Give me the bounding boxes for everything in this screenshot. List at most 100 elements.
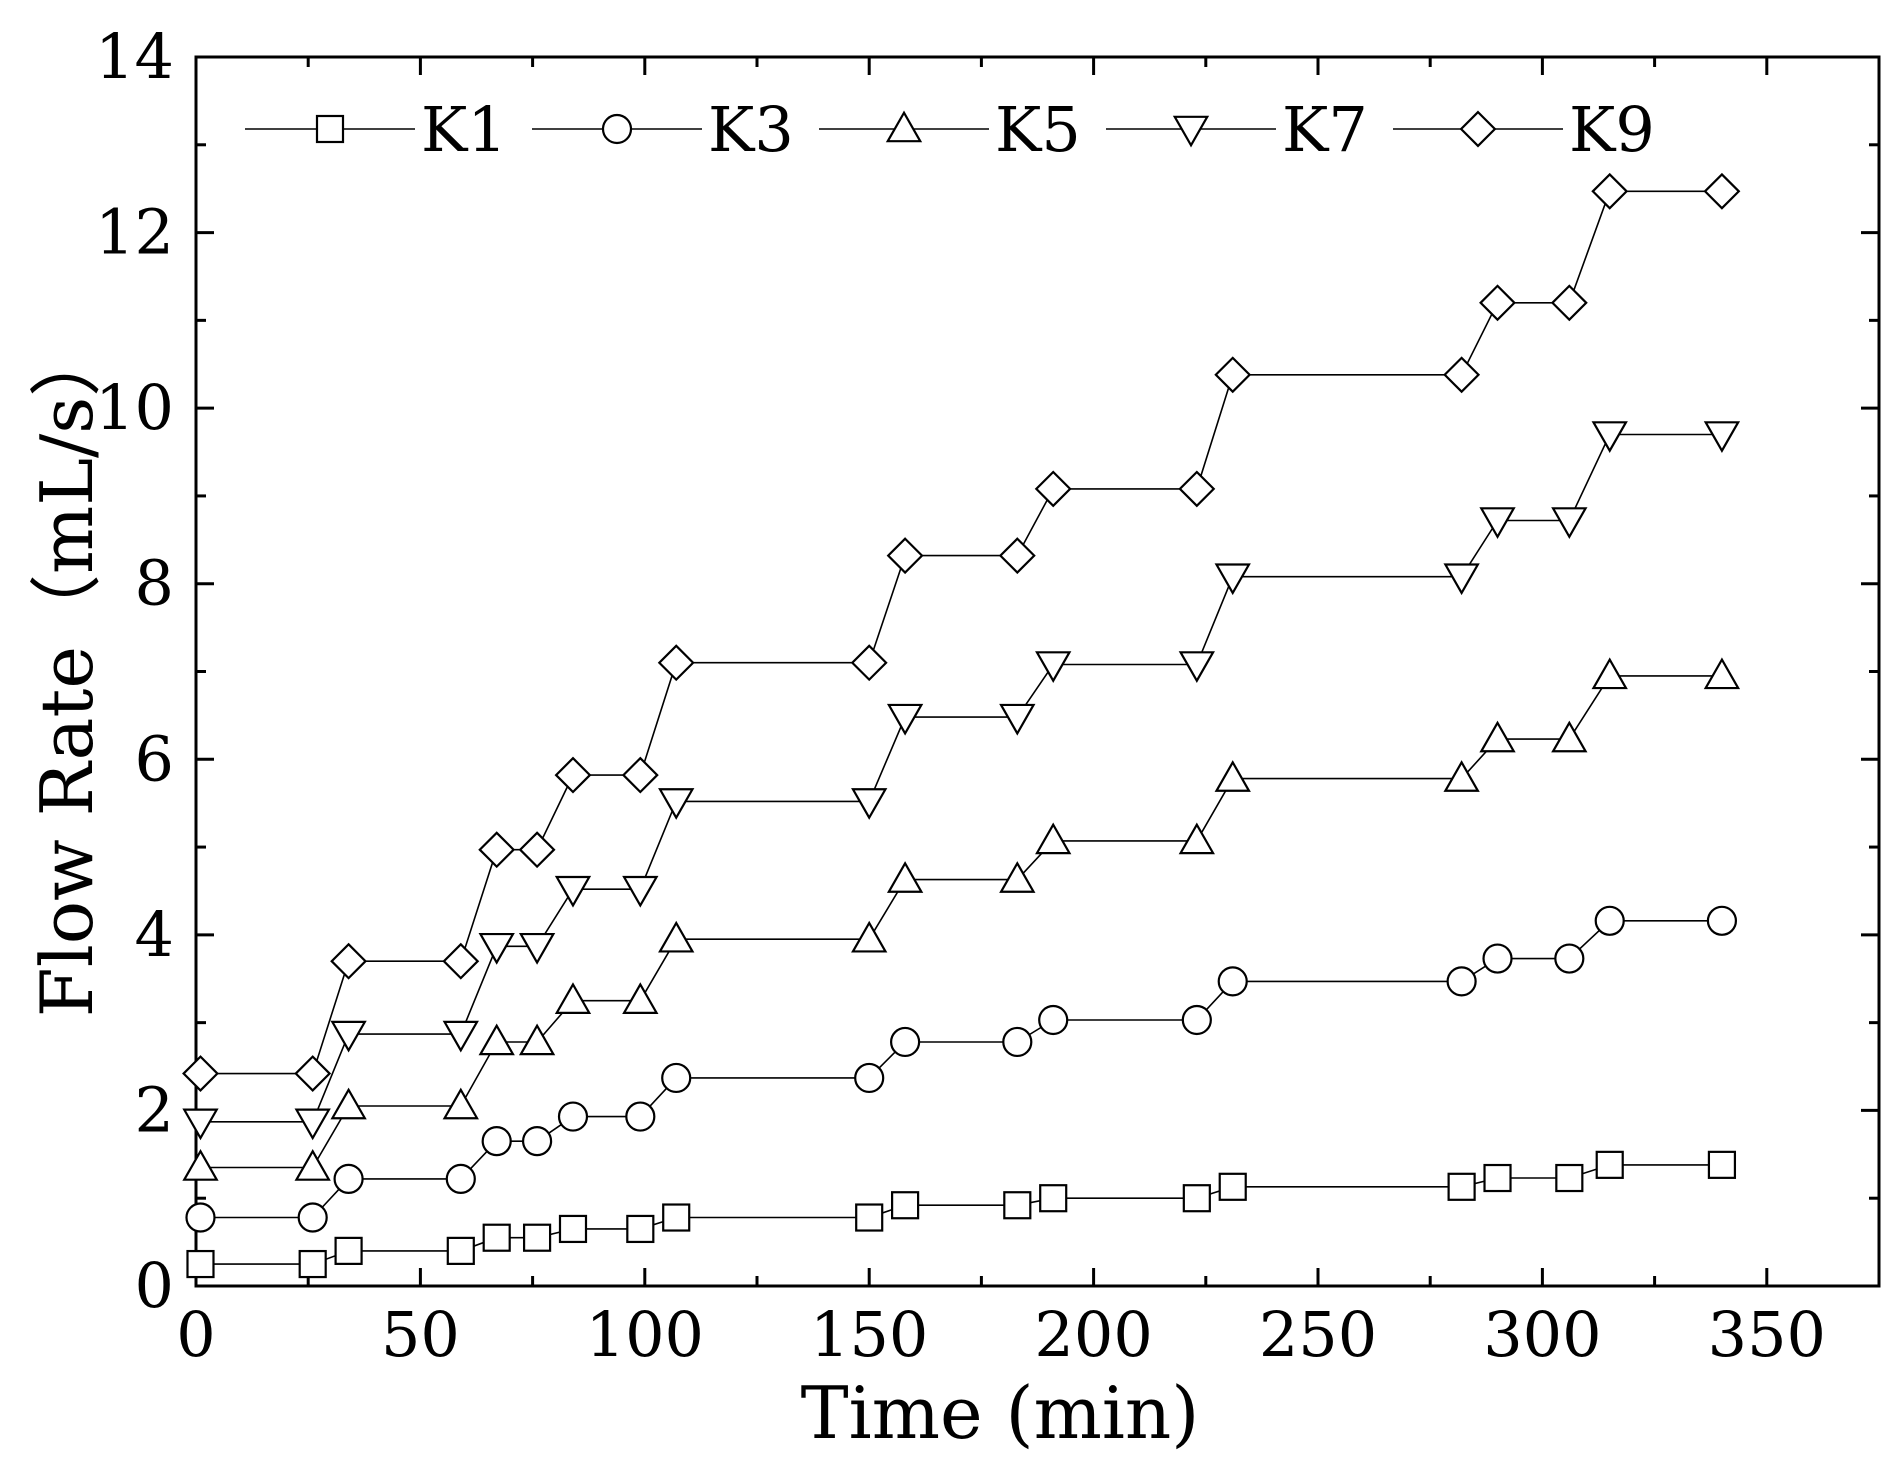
series-line [200,190,1722,1075]
data-point [1479,284,1516,322]
data-point [481,1126,512,1157]
data-point [1218,1172,1247,1201]
data-point [658,920,695,953]
data-point [182,1149,219,1181]
data-point [999,703,1036,736]
data-point [854,1062,885,1094]
data-point [330,1087,367,1120]
data-point [294,1108,331,1141]
data-point [554,756,592,794]
legend-item: K5 [819,93,1081,166]
data-point [886,537,924,575]
x-tick-label: 50 [381,1298,460,1371]
data-point [1551,720,1588,753]
data-point [1591,657,1628,690]
data-point [1446,966,1477,997]
series-k9 [182,172,1741,1093]
y-tick-label: 6 [135,722,174,795]
data-point [1551,507,1588,539]
data-point [1703,421,1741,453]
legend-marker [601,113,633,145]
series-k1 [186,1150,1737,1279]
legend-label: K1 [421,93,507,166]
y-axis-label: Flow Rate（mL/s） [25,325,109,1017]
y-tick-label: 4 [135,898,174,971]
y-tick-label: 2 [135,1073,174,1146]
axis-ticks [194,55,1879,1288]
data-point [297,1202,328,1233]
data-point [661,1062,692,1094]
legend-label: K5 [995,93,1081,166]
legend-marker [315,114,345,144]
data-point [334,1236,363,1265]
data-point [662,1203,691,1232]
data-point [518,831,556,869]
legend-marker [1172,115,1210,148]
data-point [1594,905,1625,936]
series-k3 [185,905,1738,1233]
data-point [521,1126,553,1157]
data-point [1217,966,1248,997]
data-point [1178,822,1215,855]
data-point [478,1023,515,1056]
data-point [518,932,556,965]
data-point [1039,1184,1068,1213]
y-tick-label: 0 [135,1249,174,1322]
data-point [1707,1150,1737,1179]
data-point [998,537,1036,575]
data-point [182,1108,219,1141]
data-point [445,1163,476,1195]
data-point [1181,1004,1212,1036]
x-tick-label: 300 [1483,1298,1601,1371]
data-point [622,982,659,1014]
data-point [1002,1026,1033,1058]
data-point [1178,651,1215,683]
data-point [182,1055,219,1093]
data-point [1443,356,1481,394]
data-point [186,1249,215,1279]
data-point [442,1020,479,1053]
data-point [1482,943,1513,974]
data-point [557,1101,589,1132]
data-point [1034,470,1072,508]
x-tick-label: 0 [176,1298,215,1371]
data-point [622,875,659,908]
legend-marker [1459,110,1497,148]
plot-area [194,55,1881,1288]
data-point [1479,507,1516,539]
data-point [1214,356,1252,394]
x-tick-label: 350 [1708,1298,1826,1371]
data-point [554,982,592,1014]
series-k5 [182,657,1741,1181]
data-point [1550,284,1588,322]
data-point [1178,470,1216,508]
data-point [1483,1163,1512,1193]
data-point [1035,822,1072,855]
data-point [333,1163,364,1195]
x-tick-label: 200 [1034,1298,1152,1371]
y-tick-label: 10 [95,371,174,444]
legend-item: K9 [1393,93,1655,166]
legend-label: K3 [708,93,794,166]
data-point [1003,1191,1032,1220]
data-point [999,861,1036,893]
legend-marker [885,110,923,143]
data-point [1554,943,1585,974]
data-point [886,703,924,736]
data-point [890,1026,921,1058]
data-point [1591,172,1629,210]
data-point [891,1191,920,1220]
tick-labels: 0 50 100 150 200 250 300 350 0 2 4 6 8 10 12 14 [95,20,1826,1371]
data-point [554,875,592,908]
data-point [330,942,368,980]
data-point [185,1202,216,1233]
data-point [851,788,888,820]
data-point [1555,1163,1584,1193]
y-tick-label: 12 [95,196,174,269]
legend-item: K1 [245,93,507,166]
data-point [625,1101,656,1132]
data-point [294,1149,331,1181]
data-point [482,1223,511,1252]
data-point [330,1020,367,1053]
